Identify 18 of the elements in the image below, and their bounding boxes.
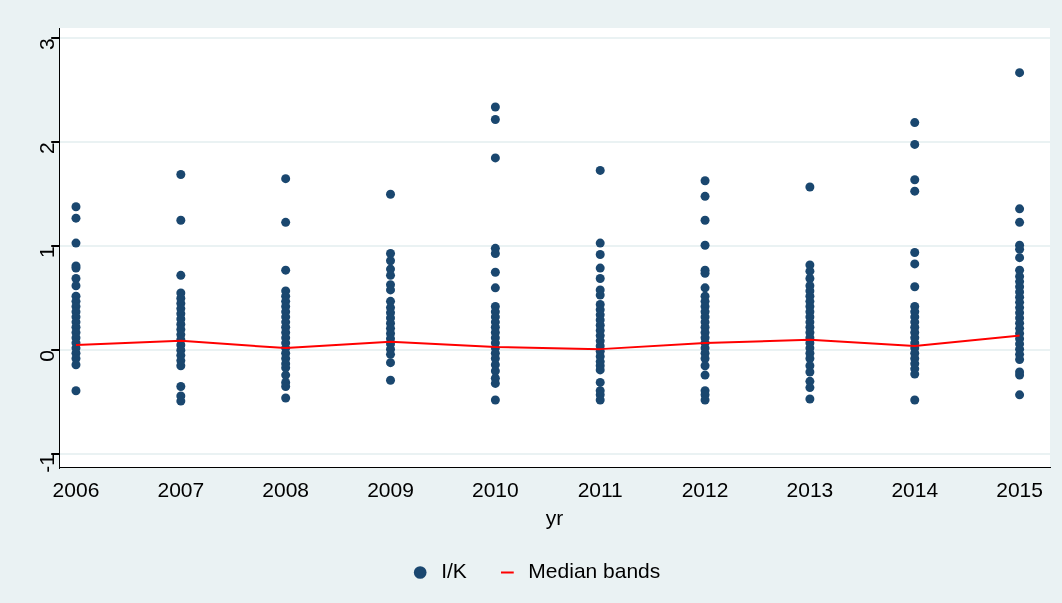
y-tick-label: 1 xyxy=(35,246,58,258)
y-tick-label: 0 xyxy=(35,350,58,362)
legend-label: Median bands xyxy=(528,559,661,583)
y-tick-label: -1 xyxy=(35,454,58,473)
y-tick-label: 2 xyxy=(35,142,58,154)
x-tick-label: 2008 xyxy=(262,478,310,501)
x-tick-label: 2009 xyxy=(367,478,414,501)
y-tick-label: 3 xyxy=(35,38,58,51)
x-tick-label: 2006 xyxy=(52,478,100,501)
x-tick-label: 2007 xyxy=(157,478,205,501)
x-axis-title: yr xyxy=(545,506,564,530)
x-tick-label: 2015 xyxy=(996,478,1043,501)
x-tick-label: 2013 xyxy=(786,478,834,501)
x-tick-label: 2014 xyxy=(891,478,939,501)
legend-label: I/K xyxy=(441,559,467,583)
x-tick-label: 2011 xyxy=(577,478,623,501)
x-tick-label: 2012 xyxy=(681,478,729,501)
x-tick-label: 2010 xyxy=(472,478,519,501)
